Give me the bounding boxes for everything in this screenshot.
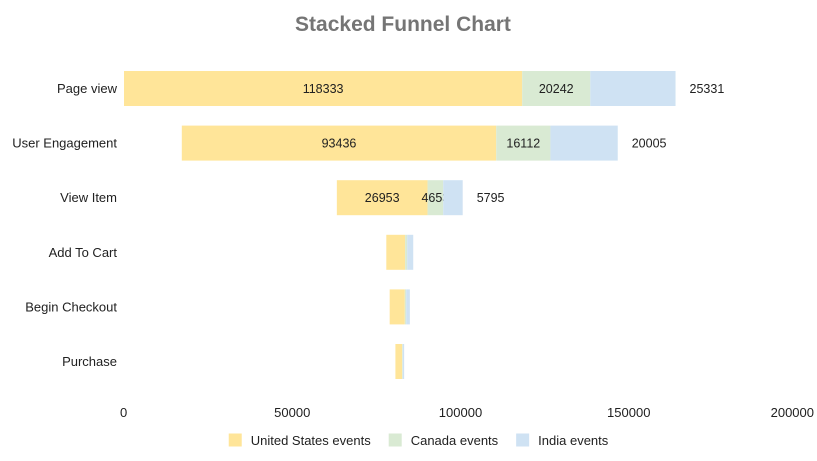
category-label: Begin Checkout — [25, 299, 117, 314]
bar-segment[interactable] — [407, 234, 414, 270]
data-label-outside: 25331 — [690, 82, 725, 96]
legend-label: United States events — [251, 433, 371, 448]
legend-swatch — [388, 433, 402, 447]
legend-item[interactable]: Canada events — [388, 433, 499, 448]
category-axis: Page view User Engagement View Item Add To … — [12, 81, 117, 369]
bar-segment[interactable] — [406, 289, 410, 325]
bar-segment[interactable] — [427, 180, 444, 216]
category-label: Add To Cart — [49, 245, 118, 260]
legend: United States events Canada events India e… — [228, 433, 609, 448]
plot-area: 118333 20242 25331 93436 16112 20005 26953 4653… — [124, 71, 724, 379]
data-label: 4653 — [421, 191, 449, 205]
bar-segment[interactable] — [386, 234, 406, 270]
x-tick-label: 100000 — [439, 405, 482, 420]
bar-segment[interactable] — [181, 125, 497, 161]
category-label: Page view — [57, 81, 118, 96]
data-label: 20242 — [539, 82, 574, 96]
bar-segment[interactable] — [389, 289, 405, 325]
bar-segment[interactable] — [405, 234, 408, 270]
bar-segment[interactable] — [404, 289, 407, 325]
bar-segment[interactable] — [402, 344, 403, 379]
bar-segment[interactable] — [496, 125, 551, 161]
legend-item[interactable]: United States events — [228, 433, 371, 448]
data-label: 16112 — [506, 137, 540, 151]
data-label-outside: 20005 — [632, 137, 667, 151]
legend-swatch — [228, 433, 242, 447]
bar-segment[interactable] — [395, 344, 403, 379]
x-tick-label: 150000 — [607, 405, 650, 420]
data-label: 118333 — [303, 82, 344, 96]
legend-label: Canada events — [411, 433, 499, 448]
x-tick-label: 0 — [120, 405, 127, 420]
x-tick-label: 200000 — [771, 405, 814, 420]
category-label: View Item — [60, 190, 117, 205]
x-tick-label: 50000 — [274, 405, 310, 420]
value-axis: 0 50000 100000 150000 200000 — [120, 405, 814, 420]
data-label: 93436 — [322, 137, 357, 151]
legend-swatch — [516, 433, 530, 447]
bar-segment[interactable] — [522, 71, 591, 106]
bar-segment[interactable] — [336, 180, 428, 216]
bar-segment[interactable] — [402, 344, 405, 379]
legend-label: India events — [538, 433, 609, 448]
bar-segment[interactable] — [550, 125, 618, 161]
category-label: User Engagement — [12, 136, 117, 151]
bar-segment[interactable] — [590, 71, 676, 106]
data-label: 26953 — [365, 191, 400, 205]
category-label: Purchase — [62, 354, 117, 369]
bar-segment[interactable] — [124, 71, 523, 106]
chart-title: Stacked Funnel Chart — [295, 13, 511, 36]
data-label-outside: 5795 — [477, 191, 505, 205]
legend-item[interactable]: India events — [516, 433, 609, 448]
bar-segment[interactable] — [443, 180, 463, 216]
